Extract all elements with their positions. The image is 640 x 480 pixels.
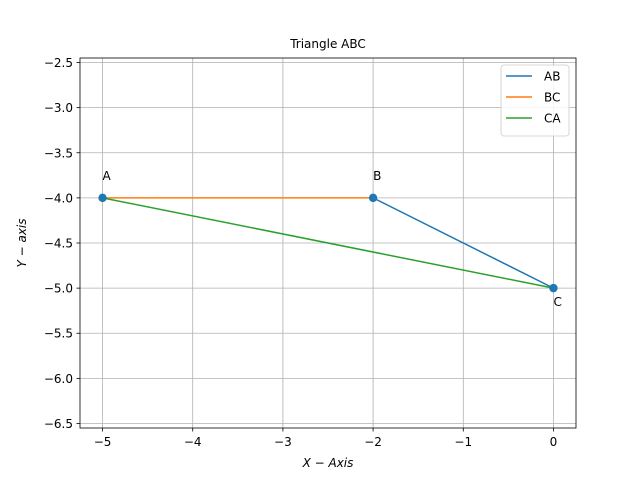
y-tick-label: −2.5 — [44, 56, 73, 70]
vertex-point-b — [368, 193, 378, 203]
y-tick-label: −5.0 — [44, 282, 73, 296]
y-tick-label: −5.5 — [44, 327, 73, 341]
y-axis-label: Y − axis — [15, 218, 29, 267]
points-layer: A B C — [98, 169, 562, 309]
series-line-ab — [372, 197, 554, 289]
legend-label-ca: CA — [544, 112, 561, 126]
y-tick-label: −6.0 — [44, 372, 73, 386]
series-layer — [102, 197, 554, 289]
y-tick-label: −4.5 — [44, 237, 73, 251]
y-tick-label: −3.5 — [44, 146, 73, 160]
x-tick-label: −3 — [274, 435, 292, 449]
series-line-ca — [102, 197, 554, 289]
vertex-point-a — [98, 193, 107, 203]
ticks: −5 −4 −3 −2 −1 0 −2.5 −3.0 −3.5 −4.0 −4.5 −5.0 −5.5 −… — [44, 56, 557, 449]
legend-label-bc: BC — [544, 91, 560, 105]
vertex-label-c: C — [553, 295, 561, 309]
chart-title: Triangle ABC — [289, 37, 366, 51]
vertex-point-c — [549, 283, 558, 293]
x-tick-label: −5 — [94, 435, 112, 449]
x-tick-label: 0 — [550, 435, 558, 449]
vertex-label-a: A — [103, 169, 112, 183]
x-tick-label: −1 — [454, 435, 472, 449]
y-tick-label: −4.0 — [44, 191, 73, 205]
x-tick-label: −2 — [364, 435, 382, 449]
legend-label-ab: AB — [544, 70, 560, 84]
x-tick-label: −4 — [184, 435, 202, 449]
vertex-label-b: B — [373, 169, 381, 183]
legend: AB BC CA — [500, 64, 570, 137]
y-tick-label: −3.0 — [44, 101, 73, 115]
x-axis-label: X − Axis — [302, 456, 354, 470]
y-tick-label: −6.5 — [44, 417, 73, 431]
